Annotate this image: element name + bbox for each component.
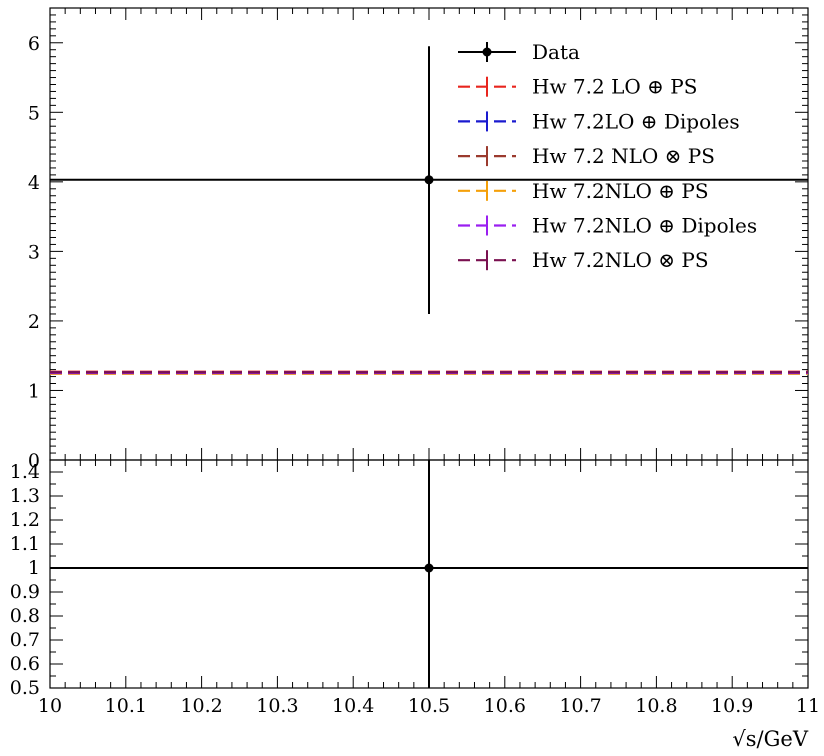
y-tick-label: 0 — [28, 450, 40, 472]
ratio-point — [424, 563, 434, 573]
legend-label: Hw 7.2NLO ⊕ Dipoles — [532, 214, 757, 238]
ratio-y-tick-label: 1.4 — [10, 461, 40, 483]
legend: Data Hw 7.2 LO ⊕ PS Hw 7.2LO ⊕ Dipoles Hw 7… — [458, 40, 757, 272]
legend-item: Data — [458, 40, 580, 64]
y-tick-label: 1 — [28, 380, 40, 402]
legend-item: Hw 7.2 NLO ⊗ PS — [458, 144, 715, 168]
legend-item: Hw 7.2NLO ⊕ Dipoles — [458, 214, 757, 238]
x-tick-label: 10.5 — [408, 695, 450, 717]
x-tick-label: 10.2 — [180, 695, 222, 717]
x-tick-label: 10.6 — [484, 695, 526, 717]
ratio-y-tick-label: 1.2 — [10, 509, 40, 531]
x-tick-label: 10.4 — [332, 695, 374, 717]
y-tick-label: 2 — [28, 311, 40, 333]
ratio-y-tick-label: 0.5 — [10, 677, 40, 699]
x-tick-label: 11 — [796, 695, 820, 717]
x-tick-label: 10.8 — [635, 695, 677, 717]
x-tick-label: 10 — [38, 695, 62, 717]
x-tick-label: 10.9 — [711, 695, 753, 717]
ratio-y-tick-label: 0.6 — [10, 653, 40, 675]
ratio-y-tick-label: 1.1 — [10, 533, 40, 555]
y-tick-label: 4 — [28, 172, 40, 194]
x-tick-label: 10.1 — [105, 695, 147, 717]
legend-label: Hw 7.2LO ⊕ Dipoles — [532, 109, 740, 133]
x-tick-label: 10.7 — [559, 695, 601, 717]
main-panel: 0 1 2 3 4 5 6 — [28, 7, 809, 688]
legend-item: Hw 7.2NLO ⊗ PS — [458, 248, 709, 272]
legend-item: Hw 7.2 LO ⊕ PS — [458, 75, 697, 99]
y-tick-label: 3 — [28, 241, 40, 263]
legend-item: Hw 7.2LO ⊕ Dipoles — [458, 109, 740, 133]
legend-label: Data — [532, 40, 580, 64]
ratio-y-tick-label: 1 — [28, 557, 40, 579]
x-axis-label: √s/GeV — [732, 727, 808, 751]
data-point — [424, 175, 434, 185]
legend-label: Hw 7.2NLO ⊕ PS — [532, 179, 709, 203]
legend-label: Hw 7.2 NLO ⊗ PS — [532, 144, 715, 168]
ratio-y-tick-label: 0.7 — [10, 629, 40, 651]
legend-item: Hw 7.2NLO ⊕ PS — [458, 179, 709, 203]
y-tick-label: 6 — [28, 33, 40, 55]
legend-label: Hw 7.2 LO ⊕ PS — [532, 75, 697, 99]
ratio-panel: 0.50.60.70.80.911.11.21.31.4 10 10.1 10.2 10… — [10, 459, 820, 717]
ratio-y-tick-label: 0.9 — [10, 581, 40, 603]
ratio-y-tick-label: 1.3 — [10, 485, 40, 507]
x-tick-label: 10.3 — [256, 695, 298, 717]
ratio-y-tick-label: 0.8 — [10, 605, 40, 627]
legend-label: Hw 7.2NLO ⊗ PS — [532, 248, 709, 272]
y-tick-label: 5 — [28, 102, 40, 124]
